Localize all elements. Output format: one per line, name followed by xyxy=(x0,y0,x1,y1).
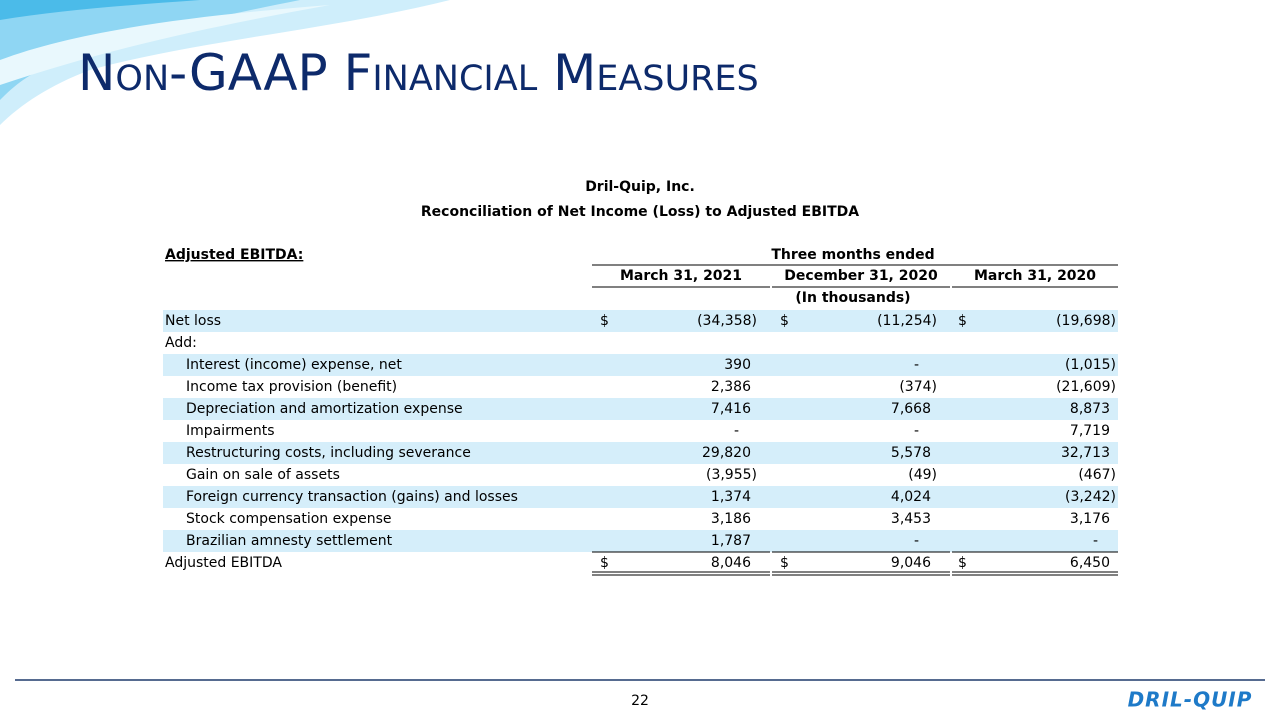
currency-symbol: $ xyxy=(958,313,967,329)
row-background xyxy=(163,310,1118,332)
cell-value: 7,719 xyxy=(1070,423,1110,439)
currency-symbol: $ xyxy=(958,555,967,571)
row-label: Stock compensation expense xyxy=(186,511,392,527)
cell-value: 3,176 xyxy=(1070,511,1110,527)
company-name: Dril-Quip, Inc. xyxy=(585,179,695,195)
section-label: Adjusted EBITDA: xyxy=(165,247,303,263)
row-label: Gain on sale of assets xyxy=(186,467,340,483)
cell-value: 390 xyxy=(724,357,751,373)
currency-symbol: $ xyxy=(600,555,609,571)
cell-value: (34,358) xyxy=(697,313,757,329)
table: March 31, 2021 December 31, 2020 March 31,… xyxy=(163,268,1118,576)
cell-value: 2,386 xyxy=(711,379,751,395)
cell-value: 4,024 xyxy=(891,489,931,505)
cell-value: (21,609) xyxy=(1056,379,1116,395)
wave-decoration xyxy=(0,0,450,125)
column-header: December 31, 2020 xyxy=(784,268,938,284)
row-label: Restructuring costs, including severance xyxy=(186,445,471,461)
cell-value: - xyxy=(914,357,919,373)
row-label: Foreign currency transaction (gains) and… xyxy=(186,489,518,505)
row-label: Impairments xyxy=(186,423,275,439)
row-label: Interest (income) expense, net xyxy=(186,357,402,373)
cell-value: 8,873 xyxy=(1070,401,1110,417)
row-background xyxy=(163,530,1118,552)
cell-value: - xyxy=(734,423,739,439)
cell-value: - xyxy=(914,533,919,549)
cell-value: (3,955) xyxy=(706,467,757,483)
cell-value: 3,186 xyxy=(711,511,751,527)
cell-value: 3,453 xyxy=(891,511,931,527)
row-background xyxy=(163,486,1118,508)
cell-value: 6,450 xyxy=(1070,555,1110,571)
cell-value: - xyxy=(1093,533,1098,549)
cell-value: 9,046 xyxy=(891,555,931,571)
cell-value: 1,787 xyxy=(711,533,751,549)
row-label: Net loss xyxy=(165,313,221,329)
table-subtitle: Reconciliation of Net Income (Loss) to A… xyxy=(421,204,859,220)
slide-title: Non-GAAP Financial Measures xyxy=(78,44,759,102)
cell-value: (467) xyxy=(1078,467,1116,483)
cell-value: 29,820 xyxy=(702,445,751,461)
row-background xyxy=(163,442,1118,464)
row-background xyxy=(163,354,1118,376)
cell-value: 7,668 xyxy=(891,401,931,417)
row-label: Adjusted EBITDA xyxy=(165,555,282,571)
column-header: March 31, 2021 xyxy=(620,268,742,284)
currency-symbol: $ xyxy=(780,313,789,329)
currency-symbol: $ xyxy=(780,555,789,571)
cell-value: 7,416 xyxy=(711,401,751,417)
period-header: Three months ended xyxy=(771,247,934,263)
cell-value: 32,713 xyxy=(1061,445,1110,461)
row-label: Income tax provision (benefit) xyxy=(186,379,397,395)
row-label: Brazilian amnesty settlement xyxy=(186,533,393,549)
cell-value: (1,015) xyxy=(1065,357,1116,373)
cell-value: (11,254) xyxy=(877,313,937,329)
cell-value: (374) xyxy=(899,379,937,395)
add-label: Add: xyxy=(165,335,197,351)
cell-value: 5,578 xyxy=(891,445,931,461)
row-label: Depreciation and amortization expense xyxy=(186,401,463,417)
column-header: March 31, 2020 xyxy=(974,268,1096,284)
units: (In thousands) xyxy=(795,290,910,306)
row-background xyxy=(163,398,1118,420)
logo: DRIL-QUIP xyxy=(1128,688,1253,712)
cell-value: - xyxy=(914,423,919,439)
cell-value: 8,046 xyxy=(711,555,751,571)
cell-value: (19,698) xyxy=(1056,313,1116,329)
cell-value: (3,242) xyxy=(1065,489,1116,505)
cell-value: 1,374 xyxy=(711,489,751,505)
currency-symbol: $ xyxy=(600,313,609,329)
page-number: 22 xyxy=(631,693,649,709)
cell-value: (49) xyxy=(908,467,937,483)
